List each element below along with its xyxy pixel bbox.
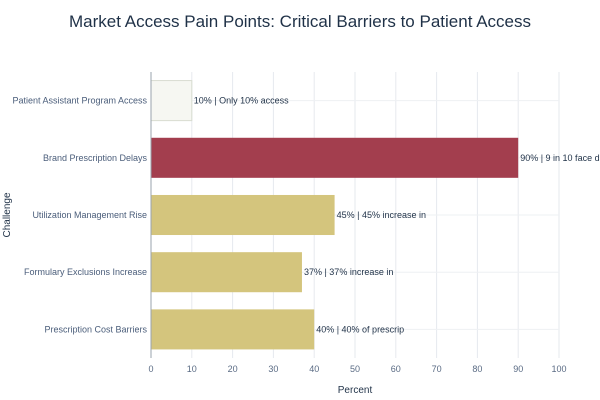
bar-layer (150, 80, 519, 350)
x-tick-label: 100 (551, 364, 566, 374)
y-category-label: Patient Assistant Program Access (12, 96, 147, 106)
x-tick-label: 0 (148, 364, 153, 374)
x-tick-label: 10 (187, 364, 197, 374)
bar (151, 309, 315, 350)
y-category-label: Brand Prescription Delays (43, 153, 148, 163)
y-axis-title: Challenge (2, 192, 13, 237)
x-tick-label: 60 (391, 364, 401, 374)
y-category-label: Prescription Cost Barriers (44, 324, 147, 334)
y-category-label: Formulary Exclusions Increase (24, 267, 147, 277)
x-tick-label: 40 (309, 364, 319, 374)
x-axis-title: Percent (338, 385, 373, 396)
bar (151, 194, 335, 236)
bar-data-label: 37% | 37% increase in (304, 267, 393, 277)
bar-data-label: 45% | 45% increase in (337, 210, 426, 220)
bar-data-label: 90% | 9 in 10 face de (520, 153, 600, 163)
x-tick-label: 20 (228, 364, 238, 374)
x-tick-label: 50 (350, 364, 360, 374)
bar (151, 137, 519, 178)
bar-data-label: 10% | Only 10% access (194, 96, 289, 106)
chart-title: Market Access Pain Points: Critical Barr… (68, 12, 531, 31)
bar (151, 252, 302, 293)
x-tick-label: 90 (513, 364, 523, 374)
x-tick-label: 30 (268, 364, 278, 374)
x-tick-label: 70 (432, 364, 442, 374)
x-tick-label: 80 (472, 364, 482, 374)
bar (150, 80, 193, 122)
bar-data-label: 40% | 40% of prescrip (316, 324, 404, 334)
y-category-label: Utilization Management Rise (32, 210, 147, 220)
axis-layer: 0 10 20 30 40 50 60 70 80 90 100 Patient Assistant … (12, 72, 600, 374)
